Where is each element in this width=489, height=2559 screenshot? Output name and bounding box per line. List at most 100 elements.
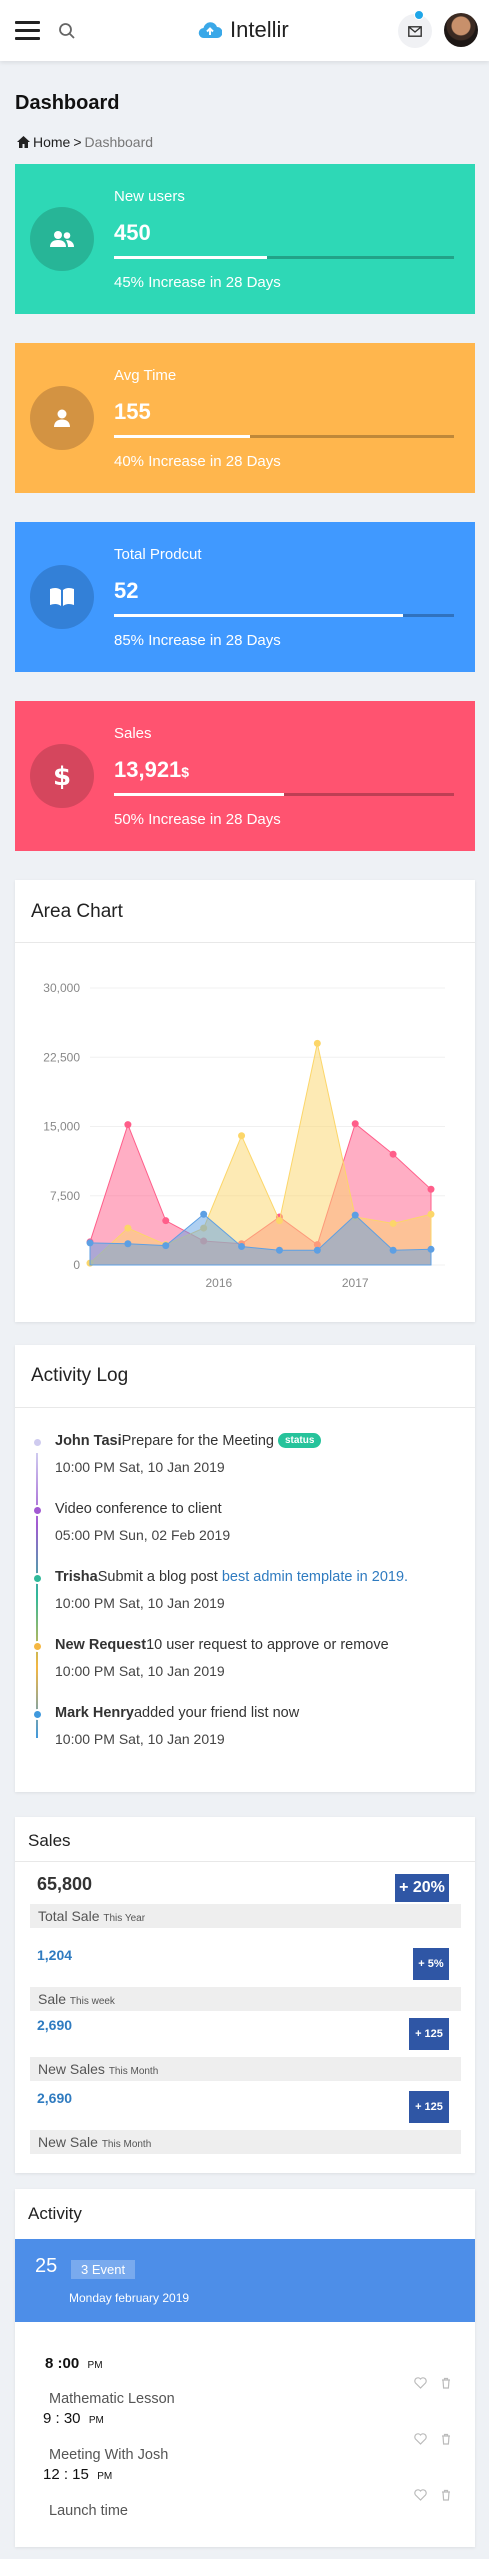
stat-progress-bar — [114, 614, 454, 617]
data-point — [200, 1210, 208, 1218]
y-tick-label: 0 — [73, 1258, 80, 1272]
stat-label: New users — [114, 188, 185, 205]
breadcrumb-separator: > — [73, 134, 82, 150]
top-header: Intellir — [0, 0, 489, 61]
activity-title: Activity — [28, 2204, 82, 2223]
menu-icon[interactable] — [15, 21, 40, 41]
y-tick-label: 15,000 — [43, 1120, 80, 1134]
activity-time: 10:00 PM Sat, 10 Jan 2019 — [55, 1459, 225, 1475]
brand-name: Intellir — [230, 17, 289, 42]
event-date: Monday february 2019 — [69, 2291, 190, 2305]
data-point — [427, 1185, 435, 1193]
timeline-line — [36, 1453, 38, 1738]
activity-log-title: Activity Log — [31, 1365, 129, 1386]
activity-time: 05:00 PM Sun, 02 Feb 2019 — [55, 1527, 231, 1543]
area-chart-title: Area Chart — [31, 901, 123, 922]
stat-label: Total Prodcut — [114, 546, 202, 563]
trash-icon[interactable] — [441, 2489, 451, 2501]
trash-icon[interactable] — [441, 2433, 451, 2445]
event-time: 12 : 15 PM — [43, 2466, 113, 2483]
breadcrumb: Home > Dashboard — [17, 134, 153, 150]
stat-value: 13,921$ — [114, 757, 190, 782]
activity-time: 10:00 PM Sat, 10 Jan 2019 — [55, 1663, 225, 1679]
timeline-dot — [32, 1573, 43, 1584]
data-point — [389, 1246, 397, 1254]
data-point — [162, 1217, 170, 1225]
stat-value: 155 — [114, 399, 151, 424]
cloud-icon — [198, 22, 222, 39]
activity-text: TrishaSubmit a blog post best admin temp… — [55, 1569, 409, 1585]
mail-icon — [408, 25, 422, 37]
event-day: 25 — [35, 2255, 58, 2277]
page-title: Dashboard — [15, 92, 120, 114]
activity-time: 10:00 PM Sat, 10 Jan 2019 — [55, 1731, 225, 1747]
stat-card-sales: $ Sales 13,921$ 50% Increase in 28 Days — [15, 701, 475, 851]
activity-card: Activity 25 3 Event Monday february 2019… — [15, 2189, 475, 2547]
svg-text:$: $ — [53, 762, 71, 791]
heart-icon[interactable] — [414, 2489, 427, 2501]
stat-subtitle: 50% Increase in 28 Days — [114, 811, 281, 828]
timeline-dot — [32, 1505, 43, 1516]
user-avatar[interactable] — [444, 13, 478, 47]
divider — [15, 942, 475, 943]
stat-value: 52 — [114, 578, 139, 603]
activity-text: New Request10 user request to approve or… — [55, 1637, 389, 1653]
stat-card-total-product: Total Prodcut 52 85% Increase in 28 Days — [15, 522, 475, 672]
stat-icon-circle — [30, 207, 94, 271]
sales-label: New Sales This Month — [30, 2057, 461, 2081]
event-count-badge: 3 Event — [71, 2260, 136, 2279]
divider — [15, 1861, 475, 1862]
sales-value: 2,690 — [37, 2017, 73, 2033]
sales-label: Sale This week — [30, 1987, 461, 2011]
trash-icon[interactable] — [441, 2377, 451, 2389]
event-title: Meeting With Josh — [49, 2447, 169, 2463]
data-point — [351, 1120, 359, 1128]
event-actions — [414, 2433, 451, 2445]
activity-text: John TasiPrepare for the Meeting status — [55, 1433, 322, 1449]
book-icon — [50, 587, 74, 606]
area-chart: 30,000 22,500 15,000 7,500 0 2016 2017 — [43, 981, 445, 1290]
breadcrumb-current: Dashboard — [84, 134, 154, 150]
data-point — [162, 1242, 170, 1250]
data-point — [124, 1224, 132, 1232]
sales-label: Total Sale This Year — [30, 1904, 461, 1928]
stat-progress-bar — [114, 435, 454, 438]
brand-logo[interactable]: Intellir — [198, 14, 289, 46]
sales-change-badge: + 125 — [409, 2091, 449, 2123]
dollar-icon: $ — [53, 762, 71, 791]
sales-value: 2,690 — [37, 2090, 73, 2106]
stat-card-new-users: New users 450 45% Increase in 28 Days — [15, 164, 475, 314]
stat-progress-bar — [114, 793, 454, 796]
breadcrumb-home[interactable]: Home — [33, 134, 71, 150]
event-title: Launch time — [49, 2503, 128, 2519]
sales-value: 1,204 — [37, 1947, 73, 1963]
activity-text: Mark Henryadded your friend list now — [55, 1705, 300, 1721]
user-icon — [54, 409, 70, 427]
stat-label: Sales — [114, 725, 152, 742]
data-point — [313, 1246, 321, 1254]
sales-value: 65,800 — [37, 1874, 93, 1894]
sales-card: Sales 65,800 + 20% Total Sale This Year 1… — [15, 1817, 475, 2173]
home-icon — [17, 136, 30, 148]
sales-label: New Sale This Month — [30, 2130, 461, 2154]
data-point — [86, 1239, 94, 1247]
status-badge: status — [277, 1433, 322, 1448]
timeline-dot — [32, 1437, 43, 1448]
event-time: 8 :00 PM — [45, 2355, 103, 2372]
activity-time: 10:00 PM Sat, 10 Jan 2019 — [55, 1595, 225, 1611]
data-point — [275, 1217, 283, 1225]
heart-icon[interactable] — [414, 2377, 427, 2389]
event-time: 9 : 30 PM — [43, 2410, 104, 2427]
heart-icon[interactable] — [414, 2433, 427, 2445]
data-point — [238, 1132, 246, 1140]
users-icon — [50, 231, 74, 247]
divider — [15, 1407, 475, 1408]
sales-title: Sales — [28, 1831, 71, 1850]
activity-link[interactable]: best admin template in 2019. — [221, 1569, 409, 1585]
data-point — [389, 1150, 397, 1158]
stat-card-avg-time: Avg Time 155 40% Increase in 28 Days — [15, 343, 475, 493]
mail-button[interactable] — [398, 14, 432, 48]
data-point — [275, 1246, 283, 1254]
search-icon[interactable] — [58, 22, 76, 40]
x-tick-label: 2016 — [205, 1276, 232, 1290]
